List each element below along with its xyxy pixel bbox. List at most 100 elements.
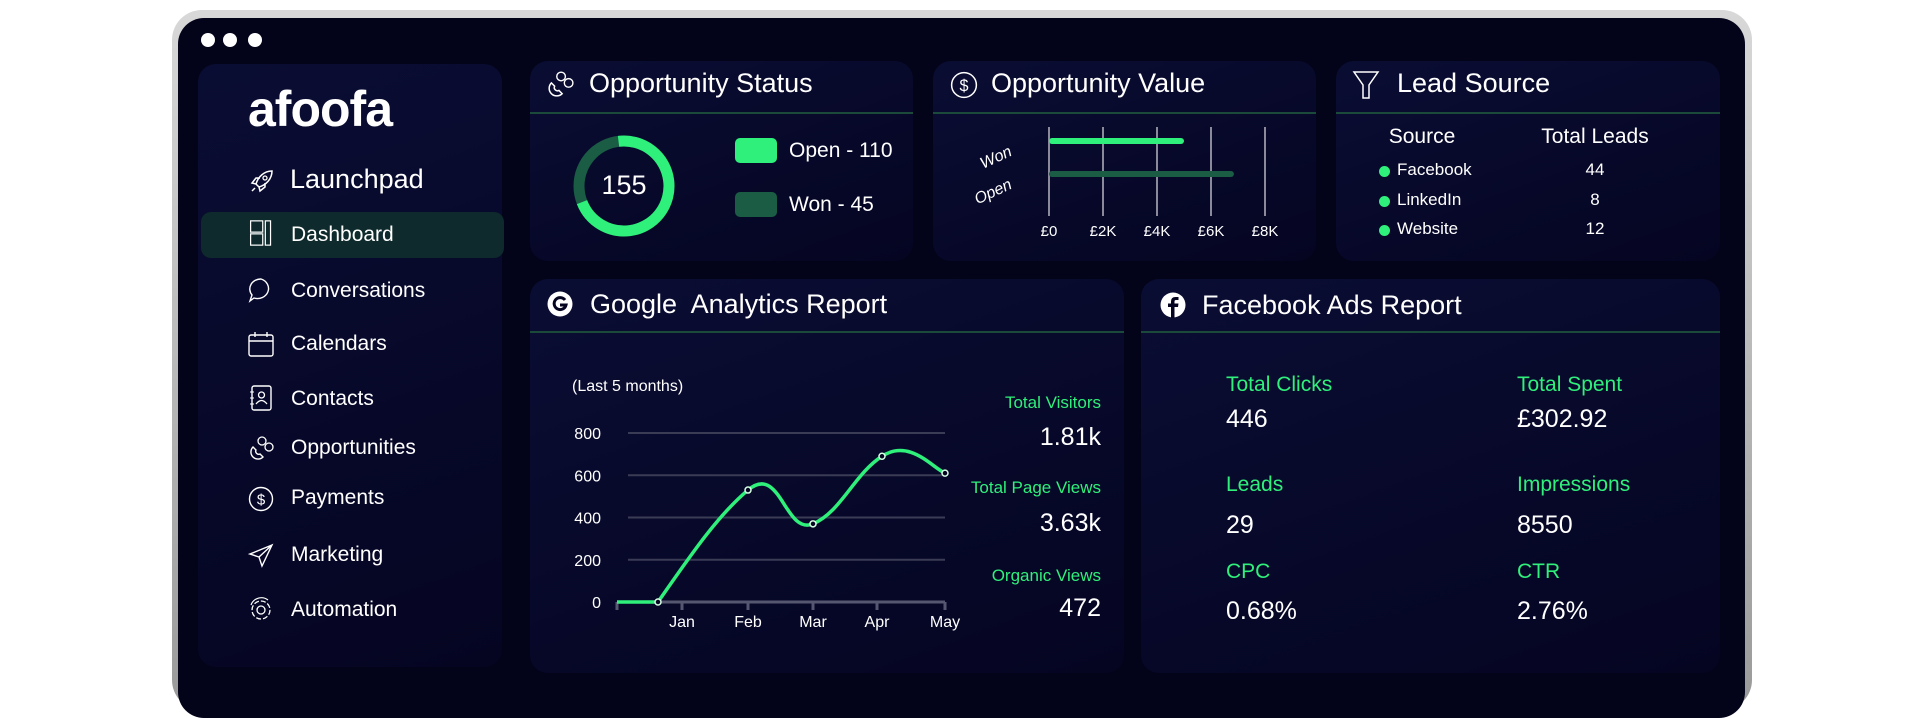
x-tick-label: £0 bbox=[1041, 223, 1058, 240]
dashboard-icon bbox=[249, 220, 272, 246]
x-tick-label: £4K bbox=[1144, 223, 1171, 240]
x-tick-label: Apr bbox=[865, 614, 891, 631]
column-header-total-leads: Total Leads bbox=[1541, 125, 1649, 148]
column-header-source: Source bbox=[1388, 125, 1456, 148]
lead-source-dot bbox=[1379, 196, 1390, 207]
lead-source-count: 44 bbox=[1585, 160, 1605, 179]
category-label: Won bbox=[978, 143, 1015, 172]
category-label: Open bbox=[972, 176, 1015, 208]
sidebar-item-dashboard-highlight[interactable] bbox=[201, 212, 504, 258]
opportunity-status-title: Opportunity Status bbox=[589, 68, 813, 98]
lead-source-count: 8 bbox=[1590, 190, 1600, 209]
fb-label-ctr: CTR bbox=[1517, 560, 1561, 583]
legend-won: Won - 45 bbox=[789, 193, 874, 216]
sidebar-item-opportunities[interactable]: Opportunities bbox=[291, 436, 416, 459]
y-tick-label: 200 bbox=[574, 553, 601, 570]
gear-cycle-icon bbox=[250, 597, 271, 620]
stat-label-total-page-views: Total Page Views bbox=[970, 478, 1101, 497]
sidebar-item-contacts[interactable]: Contacts bbox=[291, 387, 374, 410]
donut-total: 155 bbox=[601, 170, 647, 200]
lead-source-card bbox=[1336, 61, 1720, 261]
opportunity-value-title: Opportunity Value bbox=[991, 68, 1206, 98]
y-tick-label: 0 bbox=[592, 595, 601, 612]
x-tick-label: £6K bbox=[1198, 223, 1225, 240]
contact-book-icon bbox=[250, 385, 272, 411]
y-tick-label: 600 bbox=[574, 468, 601, 485]
data-point bbox=[809, 520, 817, 528]
dollar-circle-icon: $ bbox=[248, 486, 274, 512]
x-tick-label: Feb bbox=[734, 614, 762, 631]
stat-value-total-page-views: 3.63k bbox=[1039, 509, 1101, 537]
stat-label-total-visitors: Total Visitors bbox=[1004, 393, 1101, 412]
fb-label-leads: Leads bbox=[1226, 473, 1284, 496]
bar-open bbox=[1049, 171, 1234, 177]
divider bbox=[530, 331, 1124, 333]
sidebar-item-payments[interactable]: Payments bbox=[291, 486, 385, 509]
fb-value-impressions: 8550 bbox=[1517, 511, 1573, 539]
fb-value-total-clicks: 446 bbox=[1226, 405, 1268, 433]
window-dot-2[interactable] bbox=[223, 33, 237, 47]
svg-text:$: $ bbox=[257, 492, 266, 509]
google-analytics-title-text: Google Analytics Report bbox=[590, 289, 888, 319]
y-tick-label: 800 bbox=[574, 426, 601, 443]
sidebar-launchpad[interactable]: Launchpad bbox=[290, 164, 424, 194]
window-dot-3[interactable] bbox=[248, 33, 262, 47]
fb-value-cpc: 0.68% bbox=[1226, 597, 1297, 625]
fb-label-cpc: CPC bbox=[1226, 560, 1271, 583]
sidebar-item-conversations[interactable]: Conversations bbox=[291, 279, 426, 302]
fb-label-total-clicks: Total Clicks bbox=[1226, 373, 1333, 396]
y-tick-label: 400 bbox=[574, 511, 601, 528]
x-tick-label: May bbox=[930, 614, 960, 631]
bar-won bbox=[1049, 138, 1184, 144]
x-tick-label: £2K bbox=[1090, 223, 1117, 240]
chat-bubble-icon bbox=[248, 278, 270, 303]
divider bbox=[1336, 112, 1720, 114]
divider bbox=[530, 112, 913, 114]
legend-swatch-won bbox=[735, 192, 777, 217]
calendar-icon bbox=[248, 332, 274, 357]
magnet-icon bbox=[548, 71, 574, 97]
line-series bbox=[616, 448, 946, 604]
sidebar-item-marketing[interactable]: Marketing bbox=[291, 543, 384, 566]
svg-text:$: $ bbox=[960, 77, 969, 95]
data-point bbox=[941, 469, 949, 477]
rocket-icon bbox=[250, 170, 273, 193]
sidebar-item-automation[interactable]: Automation bbox=[291, 598, 398, 621]
facebook-icon bbox=[1160, 292, 1186, 318]
legend-open: Open - 110 bbox=[789, 139, 893, 162]
x-tick-label: £8K bbox=[1252, 223, 1279, 240]
sidebar-item-calendars[interactable]: Calendars bbox=[291, 332, 387, 355]
google-icon bbox=[547, 291, 573, 317]
lead-source-dot bbox=[1379, 166, 1390, 177]
fb-value-total-spent: £302.92 bbox=[1517, 405, 1608, 433]
stat-value-organic-views: 472 bbox=[1059, 594, 1101, 622]
lead-source-title: Lead Source bbox=[1397, 68, 1551, 98]
data-point bbox=[654, 598, 662, 606]
data-point bbox=[878, 452, 886, 460]
logo[interactable]: afoofa bbox=[248, 81, 393, 137]
analytics-line-chart: 0 200 400 600 800 Jan Feb Mar Apr May bbox=[574, 426, 960, 631]
lead-source-name: LinkedIn bbox=[1397, 190, 1462, 209]
divider bbox=[1141, 331, 1720, 333]
fb-label-impressions: Impressions bbox=[1517, 473, 1631, 496]
funnel-icon bbox=[1352, 71, 1380, 99]
lead-source-name: Facebook bbox=[1397, 160, 1472, 179]
x-tick-label: Mar bbox=[799, 614, 827, 631]
opportunity-value-chart: £0 £2K £4K £6K £8K Won Open bbox=[972, 127, 1279, 240]
fb-value-ctr: 2.76% bbox=[1517, 597, 1588, 625]
facebook-ads-title: Facebook Ads Report bbox=[1202, 290, 1462, 320]
period-label: (Last 5 months) bbox=[572, 378, 684, 395]
fb-label-total-spent: Total Spent bbox=[1517, 373, 1623, 396]
paper-plane-icon bbox=[248, 543, 274, 568]
data-point bbox=[744, 486, 752, 494]
lead-source-dot bbox=[1379, 225, 1390, 236]
lead-source-count: 12 bbox=[1585, 219, 1605, 238]
stat-value-total-visitors: 1.81k bbox=[1039, 423, 1101, 451]
lead-source-name: Website bbox=[1397, 219, 1459, 238]
fb-value-leads: 29 bbox=[1226, 511, 1254, 539]
stat-label-organic-views: Organic Views bbox=[991, 566, 1101, 585]
dollar-circle-icon: $ bbox=[950, 71, 978, 99]
sidebar-item-dashboard[interactable]: Dashboard bbox=[291, 223, 394, 246]
x-tick-label: Jan bbox=[669, 614, 695, 631]
window-dot-1[interactable] bbox=[201, 33, 215, 47]
